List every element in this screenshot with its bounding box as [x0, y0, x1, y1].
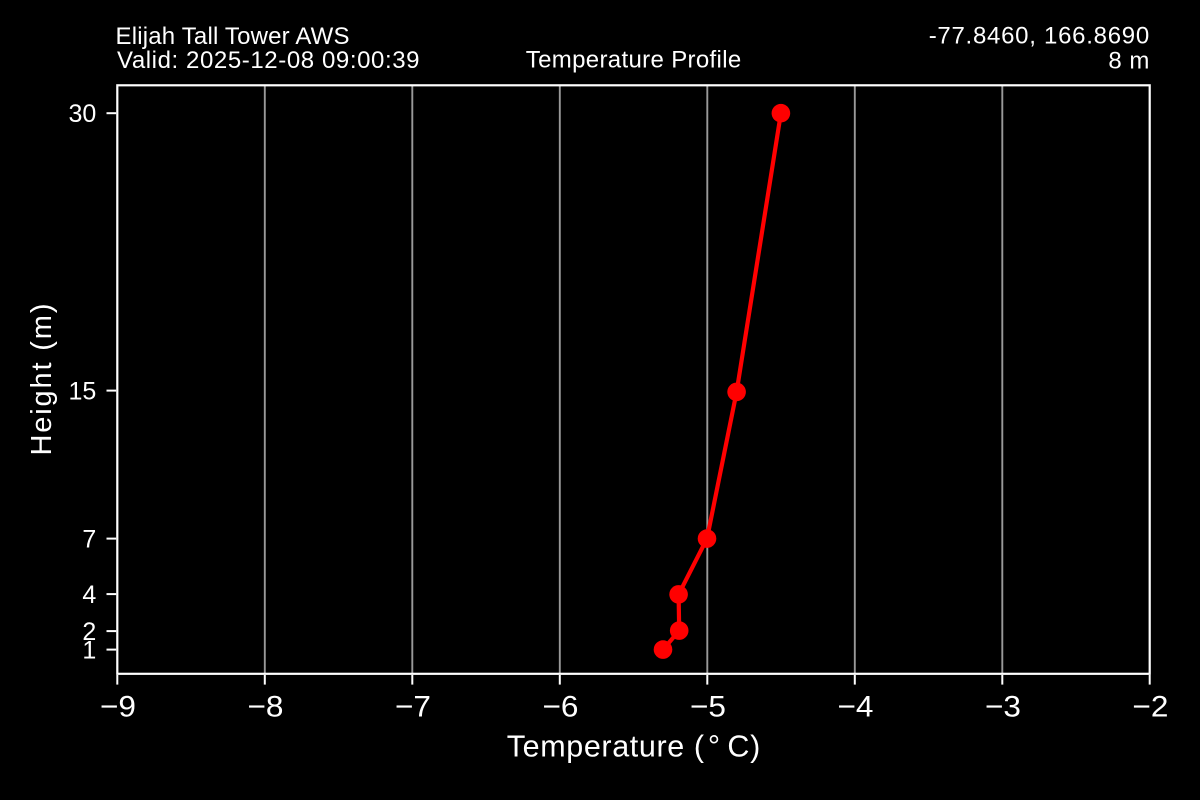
svg-text:4: 4 [82, 581, 96, 609]
svg-text:Height (m): Height (m) [26, 304, 58, 456]
svg-text:−8: −8 [248, 691, 284, 724]
svg-text:−5: −5 [690, 691, 726, 724]
svg-text:1: 1 [82, 636, 96, 664]
svg-text:−9: −9 [100, 691, 136, 724]
svg-text:−7: −7 [395, 691, 431, 724]
svg-text:Temperature Profile: Temperature Profile [526, 47, 742, 74]
svg-text:−3: −3 [985, 691, 1021, 724]
svg-text:−6: −6 [543, 691, 579, 724]
svg-text:2: 2 [82, 618, 96, 646]
svg-text:Elijah Tall Tower AWS: Elijah Tall Tower AWS [116, 23, 350, 50]
svg-text:30: 30 [68, 100, 96, 128]
svg-text:8 m: 8 m [1108, 47, 1149, 74]
svg-text:−4: −4 [838, 691, 874, 724]
svg-text:7: 7 [82, 525, 96, 553]
svg-text:Valid: 2025-12-08 09:00:39: Valid: 2025-12-08 09:00:39 [117, 47, 420, 74]
svg-text:15: 15 [68, 377, 96, 405]
svg-text:−2: −2 [1132, 691, 1168, 724]
svg-text:Temperature ( ° C): Temperature ( ° C) [507, 730, 761, 764]
svg-text:-77.8460, 166.8690: -77.8460, 166.8690 [929, 23, 1150, 50]
